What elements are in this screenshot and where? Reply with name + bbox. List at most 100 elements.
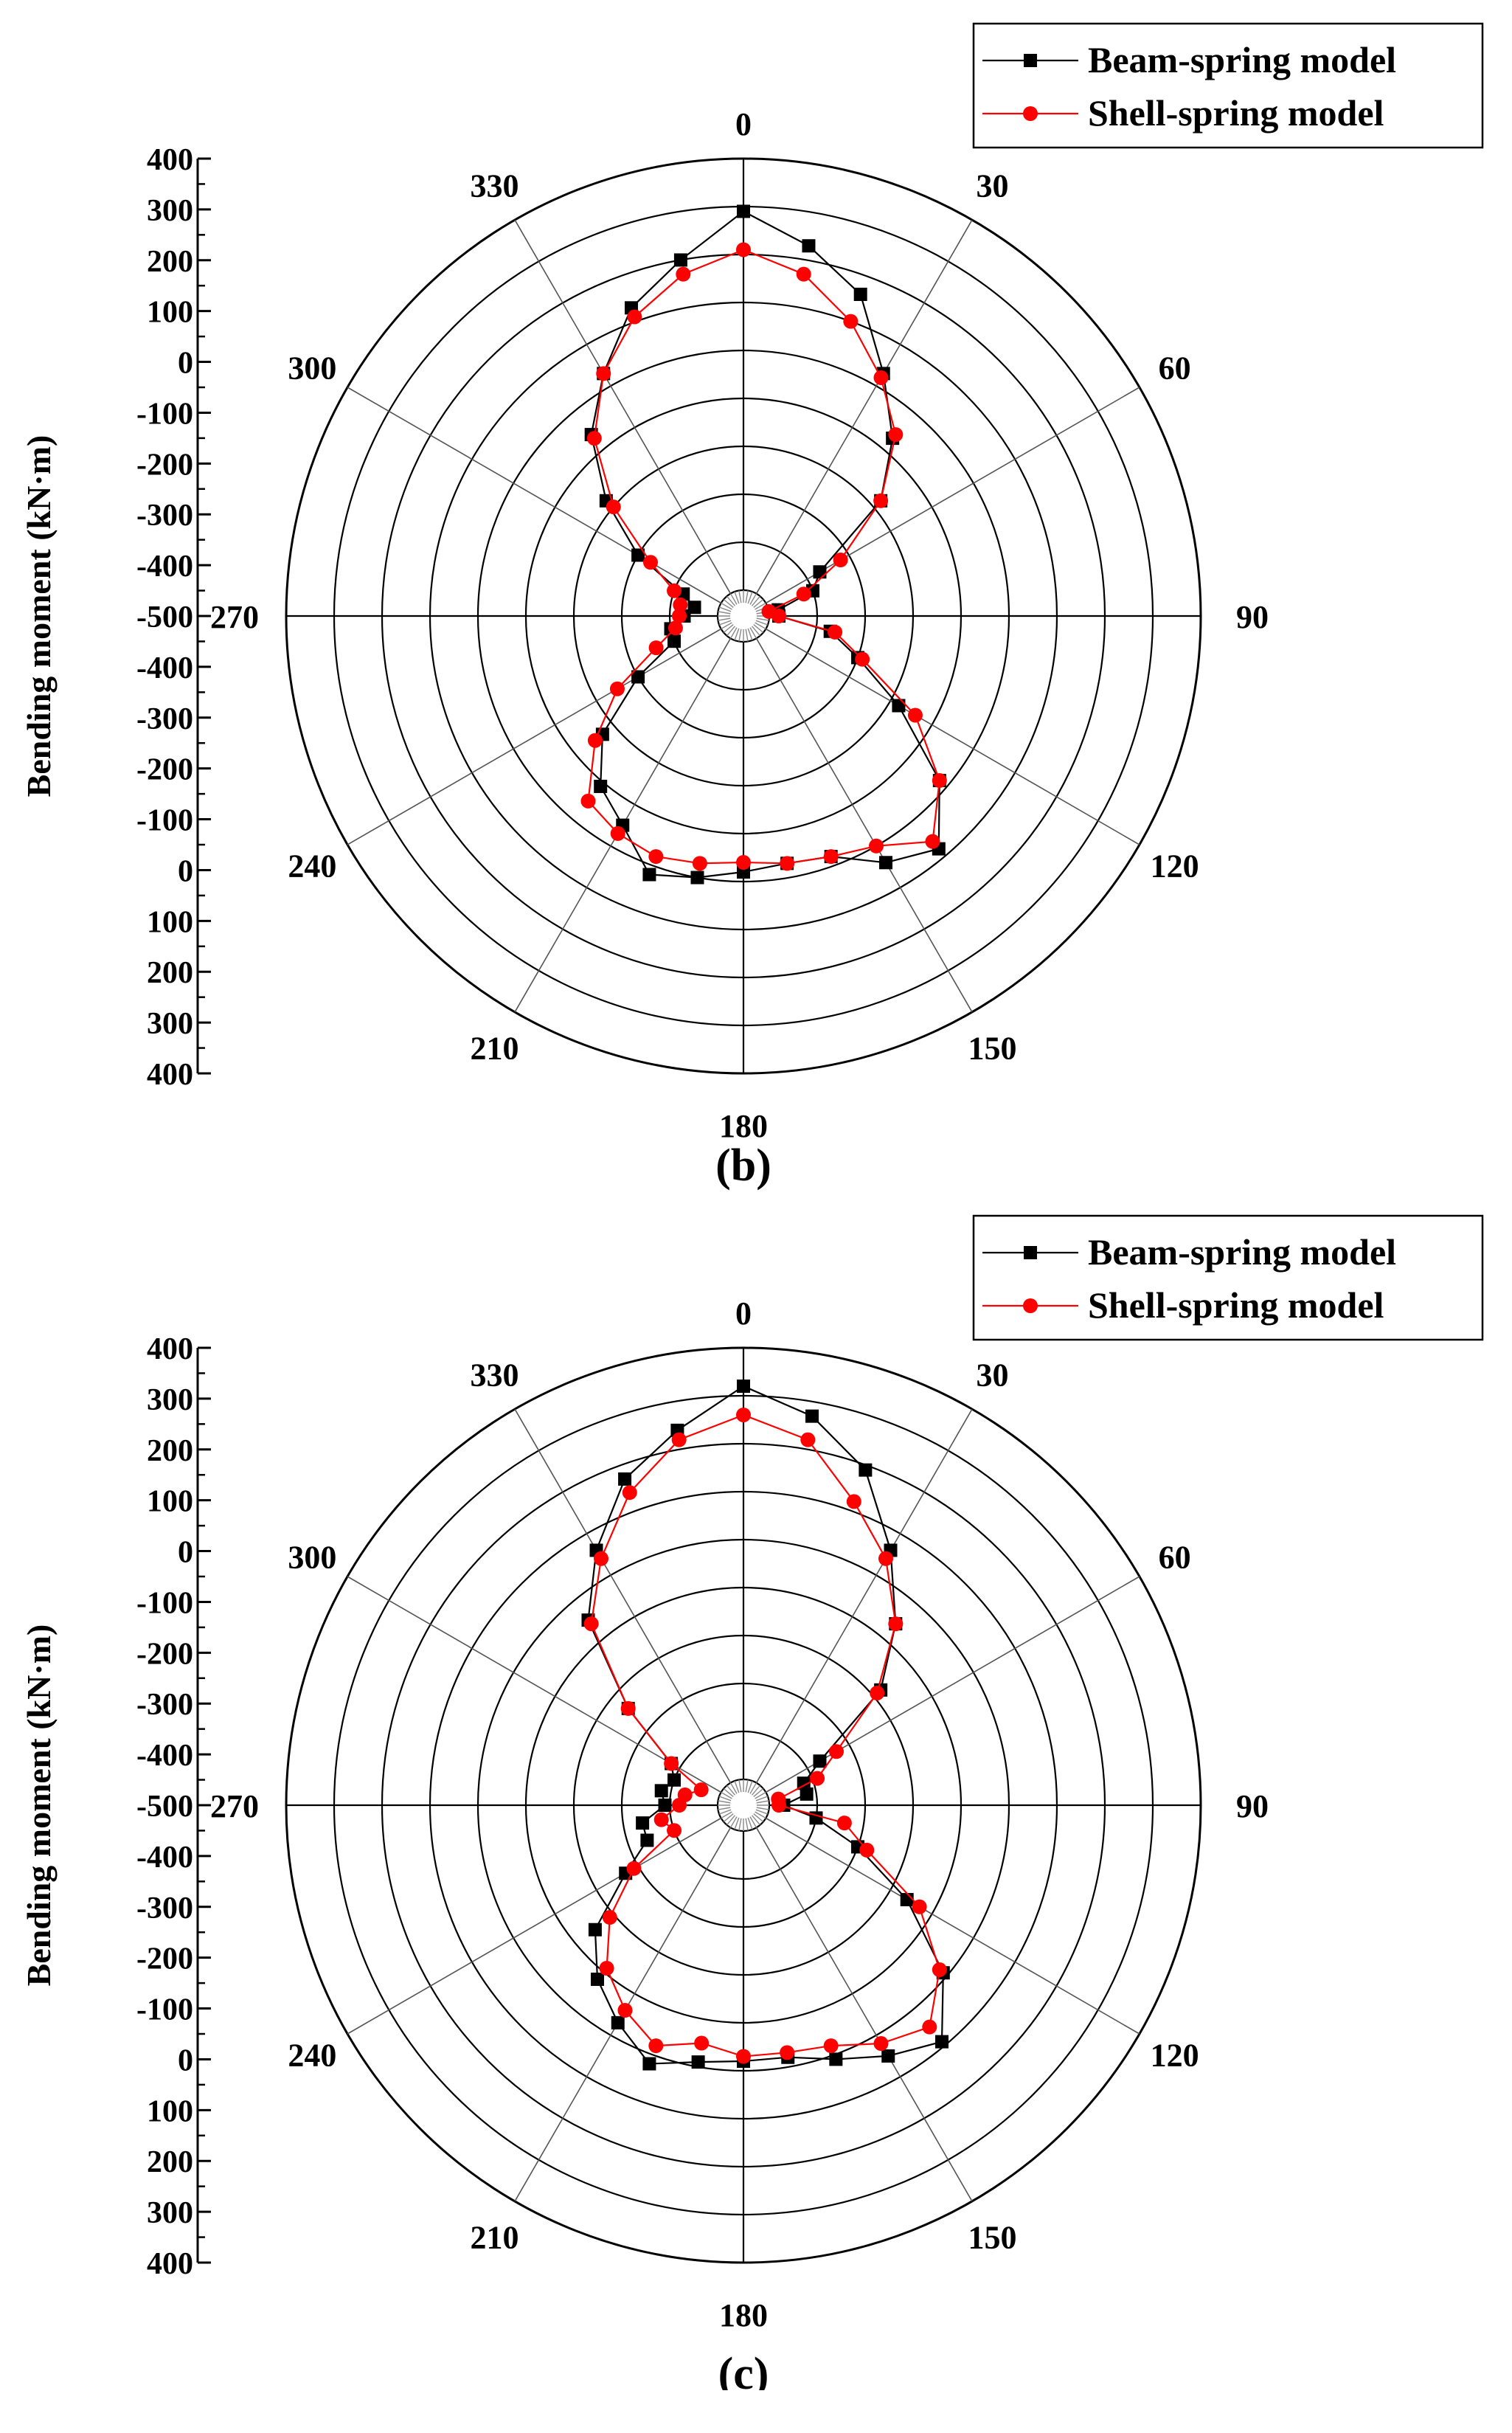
chart-b-center-tick — [734, 628, 740, 641]
chart-b-center-tick — [721, 622, 732, 630]
chart-b-angle-tick-0: 0 — [735, 106, 752, 142]
chart-b-angle-tick-240: 240 — [288, 848, 336, 885]
chart-b-angle-tick-180: 180 — [719, 1108, 768, 1144]
chart-b-angle-tick-120: 120 — [1151, 848, 1199, 885]
chart-c-shell-point — [671, 1432, 687, 1447]
chart-b-radial-label: -100 — [136, 804, 193, 838]
chart-b-center-tick — [753, 624, 764, 634]
chart-b-beam-point — [642, 868, 656, 882]
chart-b-shell-point — [833, 553, 848, 567]
chart-c-shell-point — [888, 1616, 904, 1632]
chart-b-angle-tick-90: 90 — [1236, 599, 1269, 635]
chart-b-beam-point — [690, 871, 704, 885]
chart-b-shell-point — [925, 834, 940, 849]
chart-c-beam-point — [859, 1463, 873, 1477]
chart-c-legend: Beam-spring model Shell-spring model — [972, 1214, 1484, 1341]
chart-b-radial-label: -300 — [136, 702, 193, 736]
chart-c-svg: 0 30 60 90 120 150 180 210 240 270 300 330 400 400 300… — [20, 1214, 1484, 2399]
chart-c-radial-label: 200 — [147, 1434, 193, 1468]
chart-b-radial-label: 100 — [147, 296, 193, 330]
chart-b-center-tick — [745, 629, 749, 642]
chart-c-radial-label: -200 — [136, 1637, 193, 1671]
chart-c-spoke — [765, 1576, 1140, 1793]
chart-c-center-tick — [745, 1818, 749, 1831]
chart-b-shell-point — [676, 266, 691, 282]
chart-c-center-tick — [747, 1780, 753, 1793]
chart-b-beam-point — [802, 239, 816, 253]
chart-b-center-tick — [726, 595, 735, 606]
chart-b-shell-point — [736, 855, 751, 870]
chart-b-center-tick — [752, 595, 761, 606]
chart-b-center-tick — [723, 624, 734, 634]
chart-c-radial-label: 0 — [178, 2043, 193, 2077]
chart-c-angle-tick-120: 120 — [1151, 2038, 1199, 2074]
chart-b-center-tick — [745, 590, 749, 603]
chart-c-shell-point — [736, 2049, 751, 2064]
chart-c-center-tick — [747, 1817, 753, 1830]
chart-b-center-tick — [747, 591, 753, 604]
chart-b-beam-point — [667, 634, 682, 648]
chart-b-radial-label: 300 — [147, 194, 193, 228]
chart-b-panel-label: (b) — [715, 1141, 771, 1191]
chart-b-spoke — [755, 219, 973, 595]
chart-c-legend-shell-marker — [1023, 1298, 1038, 1313]
chart-c-shell-point — [932, 1962, 947, 1978]
chart-c-beam-point — [618, 1472, 632, 1486]
chart-b-radial-label: -200 — [136, 448, 193, 482]
chart-b-beam-point — [687, 601, 701, 615]
chart-c-radial-label: -300 — [136, 1892, 193, 1925]
chart-b-shell-point — [667, 583, 682, 598]
chart-c-center-tick — [755, 1809, 769, 1815]
chart-c-beam-point — [611, 2015, 625, 2029]
chart-b-radial-label: 0 — [178, 347, 193, 381]
chart-b-center-tick — [729, 593, 738, 605]
chart-b-center-tick — [752, 626, 761, 637]
chart-c-beam-point — [691, 2055, 705, 2069]
chart-c-shell-point — [694, 2035, 710, 2051]
chart-b-radial-label: -200 — [136, 753, 193, 787]
chart-c-shell-point — [626, 1861, 642, 1876]
chart-b-spoke — [347, 628, 722, 845]
chart-c-beam-point — [588, 1922, 602, 1937]
chart-c-center-tick — [718, 1796, 732, 1802]
chart-b-radial-label: -400 — [136, 550, 193, 584]
chart-b-shell-point — [586, 431, 602, 446]
chart-b-shell-point — [823, 849, 839, 865]
chart-c-radial-label: 400 — [147, 2247, 193, 2281]
chart-c-spoke — [514, 1408, 732, 1784]
chart-b-center-tick — [747, 628, 753, 641]
chart-b-shell-point — [580, 793, 596, 809]
chart-c-shell-point — [873, 2036, 889, 2052]
chart-b-center-tick — [723, 598, 734, 608]
chart-c-legend-beam-label: Beam-spring model — [1088, 1231, 1396, 1273]
chart-b-shell-point — [888, 427, 904, 443]
chart-c-legend-beam-marker — [1024, 1246, 1037, 1259]
chart-c-radial-label: -500 — [136, 1790, 193, 1824]
chart-c-angle-tick-90: 90 — [1236, 1788, 1269, 1824]
chart-c-angle-tick-240: 240 — [288, 2038, 336, 2074]
chart-b-shell-point — [855, 651, 870, 667]
chart-b-radial-label: 300 — [147, 1007, 193, 1041]
chart-b-beam-point — [813, 565, 827, 579]
chart-c-beam-point — [658, 1799, 672, 1812]
chart-c-radial-label: -300 — [136, 1688, 193, 1722]
chart-c-shell-point — [829, 1744, 845, 1759]
chart-c-radial-label: 100 — [147, 2094, 193, 2128]
chart-b-angle-tick-60: 60 — [1159, 350, 1191, 387]
chart-c-center-tick — [749, 1782, 757, 1794]
chart-c-center-tick — [755, 1791, 766, 1799]
chart-b-shell-point — [796, 586, 811, 602]
chart-b-spoke — [765, 628, 1140, 845]
chart-b-shell-point — [609, 681, 625, 696]
chart-b-shell-point — [606, 499, 621, 515]
chart-c-beam-point — [805, 1409, 819, 1423]
chart-c-angle-tick-330: 330 — [471, 1357, 519, 1393]
chart-b-center-tick — [718, 611, 731, 615]
chart-c-center-tick — [734, 1817, 740, 1830]
chart-c-angle-tick-30: 30 — [977, 1357, 1009, 1393]
chart-c-spoke — [765, 1817, 1140, 2035]
chart-c-beam-point — [654, 1784, 668, 1798]
chart-b-spoke — [514, 219, 732, 595]
chart-b-svg: 0 30 60 90 120 150 180 210 240 270 300 330 400 400 300… — [20, 22, 1484, 1191]
chart-c-shell-point — [870, 1685, 885, 1700]
